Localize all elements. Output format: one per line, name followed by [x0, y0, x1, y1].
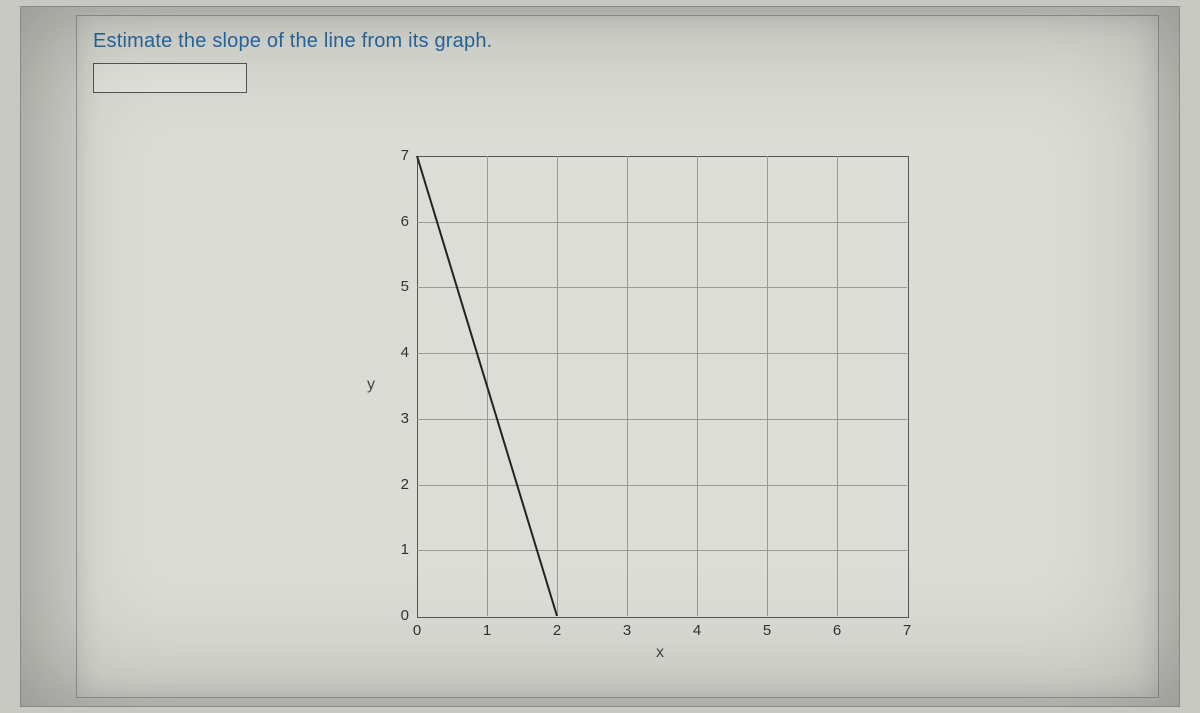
x-axis-label: x	[656, 644, 664, 662]
grid-vline	[627, 156, 628, 616]
grid-vline	[487, 156, 488, 616]
grid-vline	[697, 156, 698, 616]
y-tick-label: 1	[389, 541, 409, 558]
x-tick-label: 7	[897, 622, 917, 639]
x-tick-label: 2	[547, 622, 567, 639]
grid-vline	[767, 156, 768, 616]
grid-hline	[417, 353, 907, 354]
chart-area: 0123456701234567xy	[347, 146, 907, 666]
question-text: Estimate the slope of the line from its …	[77, 16, 1158, 59]
grid-hline	[417, 222, 907, 223]
content-panel: Estimate the slope of the line from its …	[76, 15, 1159, 698]
outer-border: Estimate the slope of the line from its …	[20, 6, 1180, 707]
x-tick-label: 5	[757, 622, 777, 639]
y-tick-label: 4	[389, 344, 409, 361]
x-tick-label: 6	[827, 622, 847, 639]
grid-hline	[417, 550, 907, 551]
x-tick-label: 4	[687, 622, 707, 639]
y-tick-label: 7	[389, 147, 409, 164]
grid-hline	[417, 485, 907, 486]
grid-hline	[417, 419, 907, 420]
y-tick-label: 2	[389, 476, 409, 493]
grid-vline	[837, 156, 838, 616]
x-tick-label: 3	[617, 622, 637, 639]
y-tick-label: 3	[389, 410, 409, 427]
x-tick-label: 1	[477, 622, 497, 639]
y-tick-label: 0	[389, 607, 409, 624]
x-tick-label: 0	[407, 622, 427, 639]
grid-vline	[557, 156, 558, 616]
plot-frame	[417, 156, 909, 618]
y-tick-label: 6	[389, 213, 409, 230]
grid-hline	[417, 287, 907, 288]
y-tick-label: 5	[389, 278, 409, 295]
y-axis-label: y	[367, 376, 375, 394]
answer-input[interactable]	[93, 63, 247, 93]
